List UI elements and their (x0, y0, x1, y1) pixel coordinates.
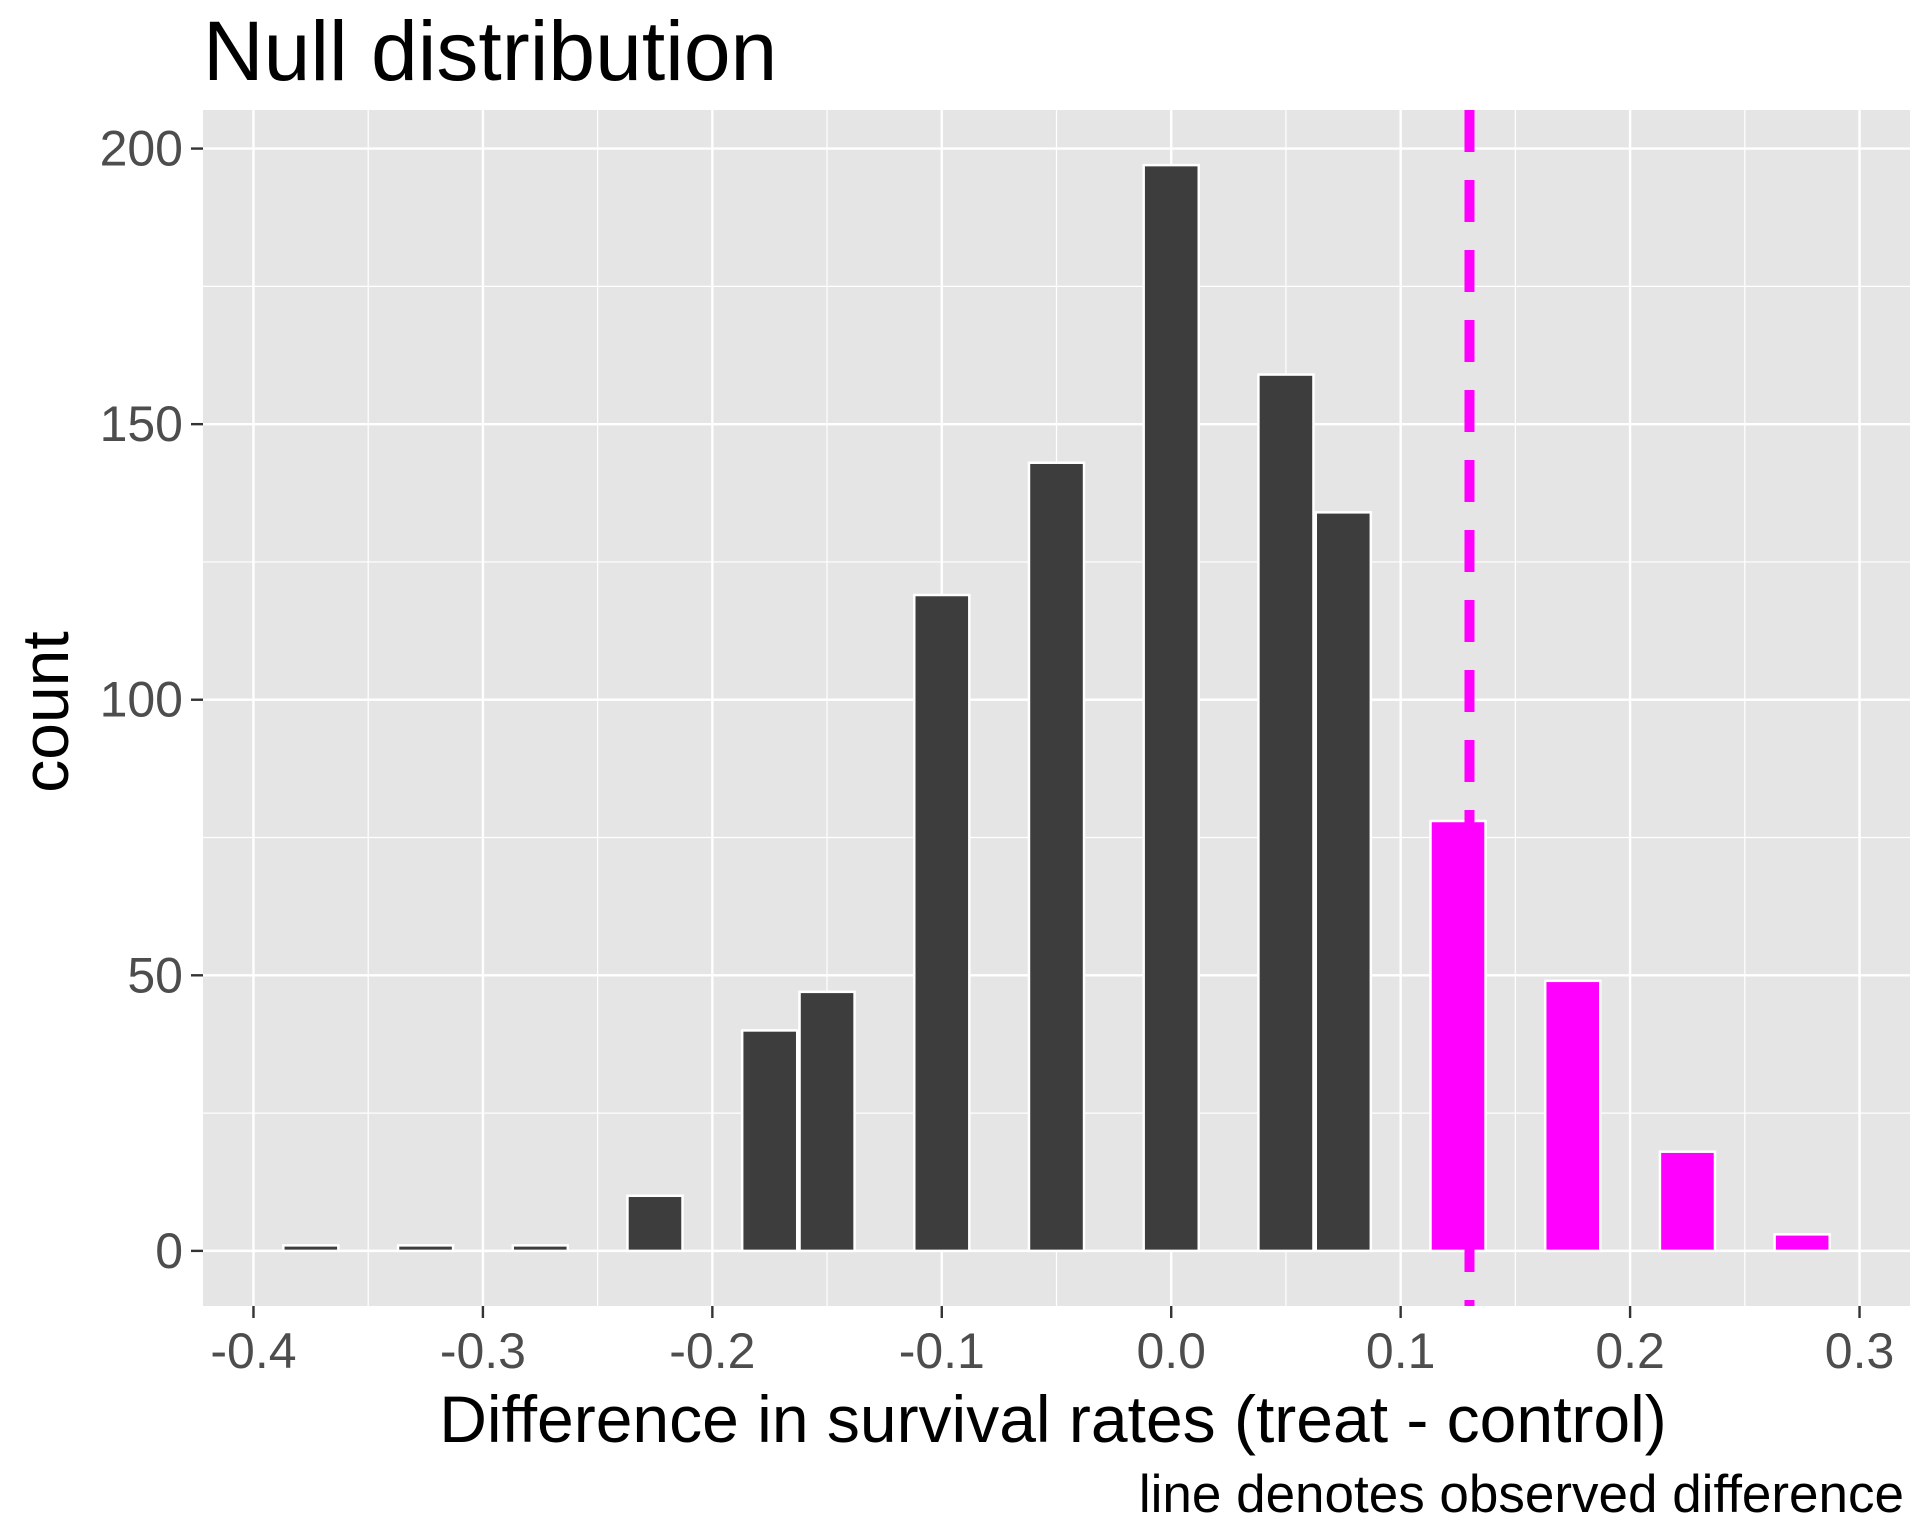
histogram-bar (511, 1244, 570, 1253)
x-tick-label: -0.3 (440, 1323, 526, 1379)
histogram-bar (1773, 1233, 1831, 1253)
x-tick-label: -0.1 (899, 1323, 985, 1379)
x-tick-label: 0.1 (1366, 1323, 1436, 1379)
histogram-bar (1658, 1150, 1717, 1253)
y-tick-label: 100 (100, 672, 183, 728)
histogram-bar (1027, 461, 1086, 1253)
x-tick-labels: -0.4 -0.3 -0.2 -0.1 0.0 0.1 0.2 0.3 (210, 1323, 1894, 1379)
histogram-bar (1314, 511, 1373, 1253)
histogram-bar (282, 1244, 340, 1253)
x-axis-title: Difference in survival rates (treat - co… (439, 1382, 1667, 1456)
y-axis-title: count (8, 631, 82, 792)
histogram-bar (1257, 373, 1315, 1253)
histogram-bar (1543, 979, 1602, 1253)
histogram-bar (1429, 819, 1487, 1253)
y-tick-labels: 0 50 100 150 200 (100, 121, 183, 1279)
chart-caption: line denotes observed difference (1139, 1465, 1904, 1524)
chart-title: Null distribution (203, 4, 777, 98)
axis-ticks (191, 147, 1861, 1318)
histogram-bar (798, 990, 856, 1253)
x-tick-label: 0.2 (1595, 1323, 1665, 1379)
y-tick-label: 0 (155, 1223, 183, 1279)
y-tick-label: 150 (100, 396, 183, 452)
histogram-bar (396, 1244, 455, 1253)
x-tick-label: -0.4 (210, 1323, 296, 1379)
histogram-bars (282, 163, 1831, 1253)
histogram-bar (1142, 163, 1200, 1253)
x-tick-label: -0.2 (669, 1323, 755, 1379)
histogram-bar (626, 1194, 684, 1253)
y-tick-label: 50 (127, 947, 183, 1003)
x-tick-label: 0.3 (1825, 1323, 1895, 1379)
x-tick-label: 0.0 (1136, 1323, 1206, 1379)
histogram-bar (740, 1029, 799, 1253)
histogram-bar (913, 593, 971, 1253)
y-tick-label: 200 (100, 121, 183, 177)
